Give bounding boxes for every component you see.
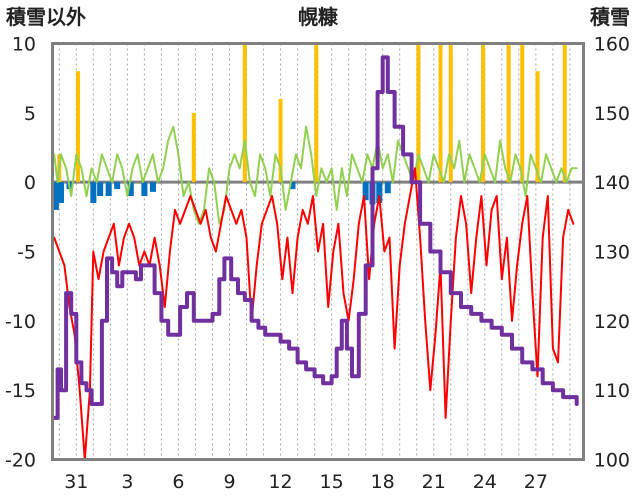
right-tick-label: 160: [594, 34, 630, 56]
x-tick-label: 27: [524, 471, 548, 493]
x-tick-label: 3: [121, 471, 133, 493]
snow-precip-bar: [562, 43, 567, 183]
right-axis-label: 積雪: [590, 5, 630, 29]
left-tick-label: -5: [17, 242, 36, 264]
left-axis-label: 積雪以外: [6, 5, 86, 29]
left-tick-label: -10: [5, 311, 36, 333]
other-precip-bar: [289, 182, 296, 190]
snow-precip-bar: [191, 112, 196, 183]
right-tick-label: 120: [594, 311, 630, 333]
other-precip-bar: [376, 182, 383, 203]
chart-title: 幌糠: [298, 5, 339, 29]
other-precip-bar: [362, 182, 369, 201]
x-tick-label: 15: [320, 471, 344, 493]
other-precip-bar: [58, 182, 65, 203]
x-tick-label: 21: [422, 471, 446, 493]
snow-precip-bar: [506, 43, 511, 183]
left-tick-label: 0: [24, 172, 36, 194]
right-tick-label: 110: [594, 380, 630, 402]
left-tick-label: -20: [5, 450, 36, 472]
x-tick-label: 6: [172, 471, 184, 493]
x-tick-label: 9: [223, 471, 235, 493]
other-precip-bar: [105, 182, 112, 197]
left-tick-label: -15: [5, 380, 36, 402]
other-precip-bar: [149, 182, 156, 192]
other-precip-bar: [127, 182, 134, 197]
snow-precip-bar: [278, 98, 283, 183]
left-tick-label: 10: [12, 34, 36, 56]
x-tick-label: 31: [64, 471, 88, 493]
snow-precip-bar: [314, 43, 319, 183]
right-tick-labels: 160 150 140 130 120 110 100: [594, 34, 630, 472]
x-tick-label: 18: [371, 471, 395, 493]
plot-frame: [51, 42, 585, 461]
snow-precip-bar: [76, 71, 81, 183]
right-tick-label: 100: [594, 450, 630, 472]
other-precip-bar: [141, 182, 148, 197]
snow-precip-bar: [481, 43, 486, 183]
snow-precip-bar: [535, 71, 540, 183]
x-tick-label: 12: [268, 471, 292, 493]
x-tick-label: 24: [473, 471, 497, 493]
right-tick-label: 150: [594, 103, 630, 125]
other-precip-bar: [52, 182, 59, 210]
snow-precip-bar: [438, 43, 443, 183]
left-tick-label: 5: [24, 103, 36, 125]
left-tick-labels: 10 5 0 -5 -10 -15 -20: [5, 34, 36, 472]
snow-precip-bar: [416, 43, 421, 183]
snow-precip-bar: [242, 43, 247, 183]
other-precip-bar: [97, 182, 104, 197]
other-precip-bar: [114, 182, 121, 190]
snow-precip-bar: [448, 43, 453, 183]
x-tick-labels: 31 3 6 9 12 15 18 21 24 27: [64, 471, 548, 493]
snow-precip-bar: [520, 43, 525, 183]
snow-depth-line: [52, 55, 579, 420]
series-layer: [52, 55, 579, 461]
right-tick-label: 130: [594, 242, 630, 264]
other-precip-bar: [90, 182, 97, 203]
wind-line: [53, 125, 578, 225]
right-tick-label: 140: [594, 172, 630, 194]
other-precip-bar: [384, 182, 391, 194]
